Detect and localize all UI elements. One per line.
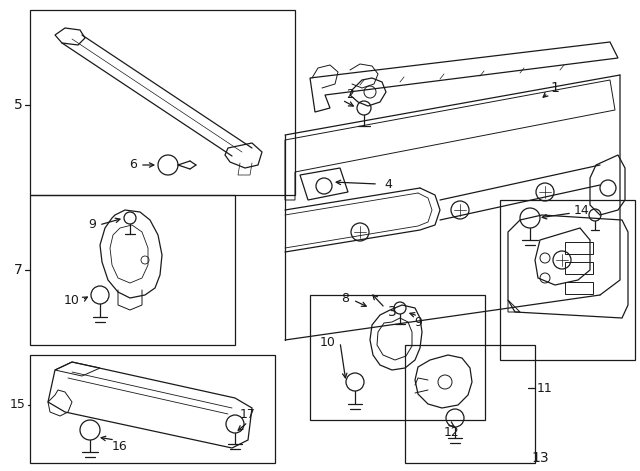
Bar xyxy=(500,200,635,360)
Bar xyxy=(565,242,593,254)
Text: 14: 14 xyxy=(574,203,590,217)
Text: 1: 1 xyxy=(550,81,559,95)
Text: 2: 2 xyxy=(346,89,354,101)
Text: 4: 4 xyxy=(384,179,392,192)
Text: 9: 9 xyxy=(414,316,422,328)
Bar xyxy=(565,282,593,294)
Text: 8: 8 xyxy=(341,292,349,304)
Bar xyxy=(30,195,235,345)
Text: 6: 6 xyxy=(129,159,137,171)
Text: 5: 5 xyxy=(13,98,22,112)
Text: 3: 3 xyxy=(388,305,396,319)
Text: 10: 10 xyxy=(64,293,80,307)
Text: 10: 10 xyxy=(320,335,336,349)
Text: 17: 17 xyxy=(240,408,256,422)
Bar xyxy=(565,262,593,274)
Text: 16: 16 xyxy=(112,440,128,454)
Bar xyxy=(310,295,485,420)
Bar xyxy=(405,345,535,463)
Text: 7: 7 xyxy=(13,263,22,277)
Bar xyxy=(30,10,295,195)
Text: 11: 11 xyxy=(537,382,553,395)
Text: 9: 9 xyxy=(88,219,96,232)
Text: 15: 15 xyxy=(10,398,26,412)
Text: 13: 13 xyxy=(531,451,549,465)
Bar xyxy=(30,355,275,463)
Text: 12: 12 xyxy=(444,425,460,439)
